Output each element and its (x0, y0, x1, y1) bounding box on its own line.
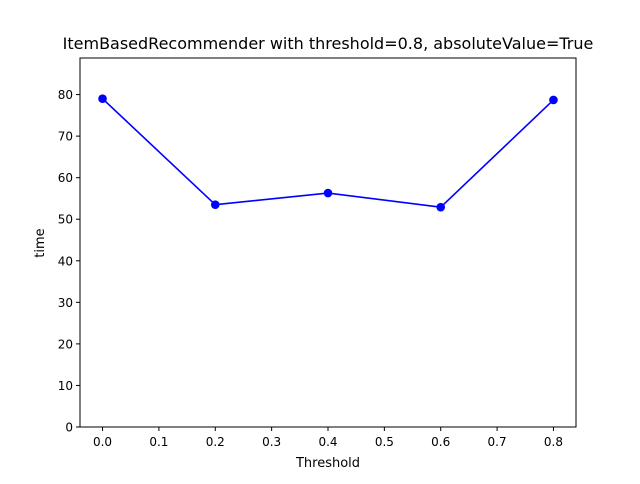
y-tick-label: 40 (58, 254, 73, 268)
x-tick-label: 0.5 (375, 435, 394, 449)
y-axis-ticks: 0 10 20 30 40 50 60 70 80 (58, 88, 80, 435)
x-tick-label: 0.7 (488, 435, 507, 449)
x-tick-label: 0.8 (544, 435, 563, 449)
x-tick-label: 0.6 (431, 435, 450, 449)
y-tick-label: 0 (65, 421, 73, 435)
x-axis-label: Threshold (295, 456, 360, 471)
plot-area-frame (79, 57, 577, 428)
x-axis-ticks: 0.0 0.1 0.2 0.3 0.4 0.5 0.6 0.7 0.8 (93, 427, 563, 449)
y-tick-label: 30 (58, 296, 73, 310)
y-tick-label: 50 (58, 213, 73, 227)
y-tick-label: 60 (58, 171, 73, 185)
x-tick-label: 0.2 (206, 435, 225, 449)
y-tick-label: 70 (58, 130, 73, 144)
x-tick-label: 0.0 (93, 435, 112, 449)
y-axis-label: time (33, 228, 48, 257)
x-tick-label: 0.3 (262, 435, 281, 449)
data-point (323, 188, 333, 198)
series-layer (98, 94, 558, 212)
y-tick-label: 20 (58, 337, 73, 351)
data-point (210, 200, 220, 209)
x-tick-label: 0.4 (318, 435, 337, 449)
y-tick-label: 80 (58, 88, 73, 102)
x-tick-label: 0.1 (149, 435, 168, 449)
y-tick-label: 10 (58, 379, 73, 393)
data-point (98, 94, 107, 104)
data-point (436, 202, 446, 212)
data-point (549, 95, 558, 105)
chart-title: ItemBasedRecommender with threshold=0.8,… (63, 34, 594, 53)
